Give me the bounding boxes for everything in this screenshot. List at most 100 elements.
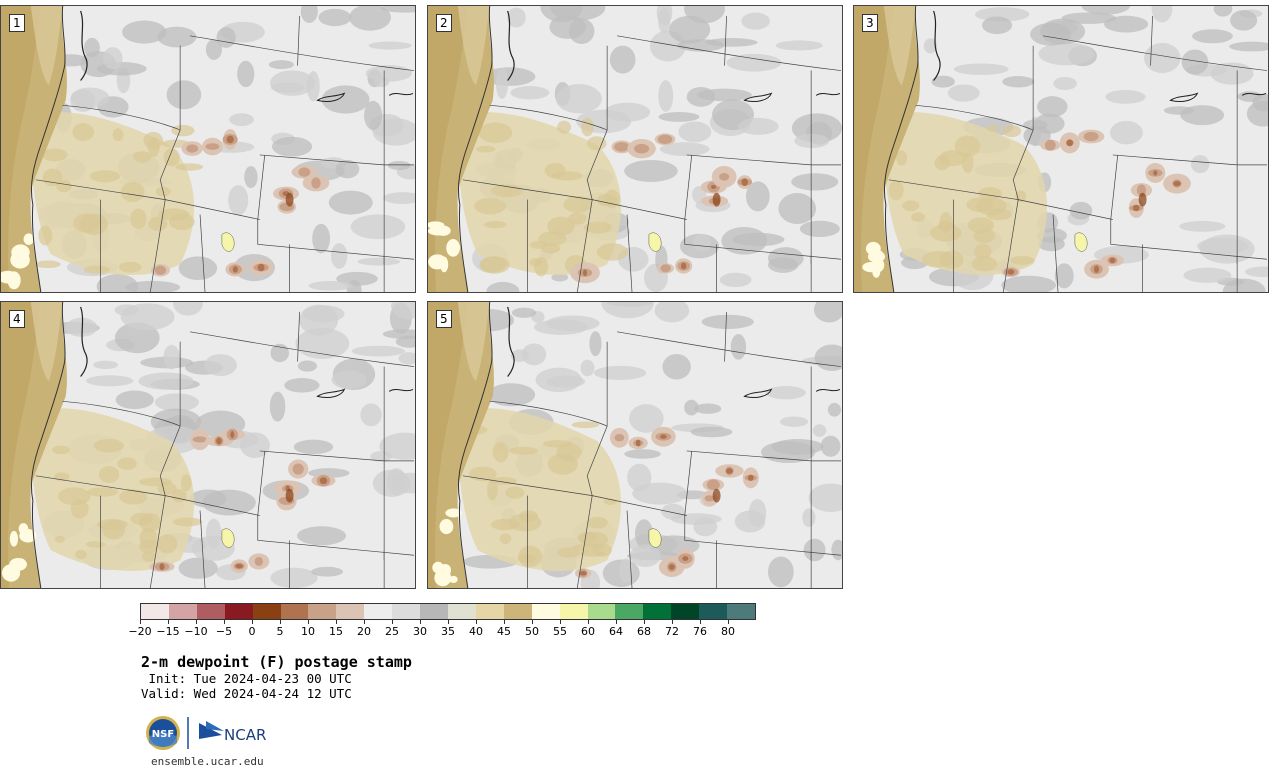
colorbar-tick-label: 80: [721, 625, 735, 638]
svg-text:NSF: NSF: [152, 729, 174, 740]
state-border: [1002, 199, 1019, 292]
colorbar-swatch: [168, 604, 197, 619]
colorbar-swatch: [615, 604, 644, 619]
colorbar-swatch: [559, 604, 588, 619]
state-border: [62, 104, 181, 131]
colorbar-tick: [224, 620, 225, 624]
state-border: [489, 104, 608, 131]
colorbar-swatch: [280, 604, 309, 619]
state-border: [259, 154, 385, 166]
colorbar-tick: [308, 620, 309, 624]
state-border: [1043, 35, 1268, 71]
panel-number-label: 2: [436, 14, 452, 32]
coastline: [30, 6, 66, 292]
colorbar-tick: [196, 620, 197, 624]
colorbar-ticks: −20 −15 −10 −5 0 5 10 15 20 25 30 35 40 45 50 55 60 64 68 7…: [128, 620, 756, 640]
state-border: [586, 341, 608, 496]
state-border: [1012, 45, 1034, 200]
colorbar-swatch: [587, 604, 616, 619]
map-panel-3: 3: [853, 5, 1269, 293]
colorbar-tick: [336, 620, 337, 624]
colorbar-tick-label: −20: [128, 625, 152, 638]
colorbar-tick-label: 25: [385, 625, 399, 638]
salt-lake: [1074, 232, 1088, 252]
map-panel-4: 4: [0, 301, 416, 589]
state-border: [199, 214, 206, 292]
colorbar-tick: [168, 620, 169, 624]
state-border: [1150, 15, 1153, 66]
dewpoint-map-5: [428, 302, 842, 588]
colorbar-swatch: [420, 604, 448, 619]
state-border: [199, 510, 206, 588]
state-border: [617, 331, 842, 367]
colorbar-tick-label: 35: [441, 625, 455, 638]
colorbar-tick: [672, 620, 673, 624]
state-border: [626, 214, 633, 292]
state-border: [724, 311, 727, 362]
map-panel-2: 2: [427, 5, 843, 293]
colorbar-tick-label: 40: [469, 625, 483, 638]
state-border: [1112, 154, 1238, 166]
ncar-logo-icon: NCAR: [199, 721, 266, 744]
state-border: [489, 400, 608, 427]
map-panel-5: 5: [427, 301, 843, 589]
state-border: [686, 154, 812, 166]
colorbar-swatch: [364, 604, 393, 619]
colorbar-swatch: [392, 604, 421, 619]
colorbar-tick-label: 20: [357, 625, 371, 638]
colorbar-tick-label: 30: [413, 625, 427, 638]
valid-time: Valid: Wed 2024-04-24 12 UTC: [141, 686, 352, 701]
state-border: [684, 154, 693, 220]
colorbar-tick-label: 15: [329, 625, 343, 638]
dewpoint-map-4: [1, 302, 415, 588]
state-border: [257, 219, 415, 260]
colorbar-swatch: [503, 604, 532, 619]
state-border: [149, 199, 166, 292]
colorbar-tick: [532, 620, 533, 624]
colorbar-tick-label: 72: [665, 625, 679, 638]
colorbar-swatch: [643, 604, 672, 619]
colorbar-swatch: [252, 604, 281, 619]
state-border: [257, 154, 266, 220]
dewpoint-map-3: [854, 6, 1268, 292]
colorbar-tick: [252, 620, 253, 624]
state-border: [159, 45, 181, 200]
colorbar-tick: [728, 620, 729, 624]
state-border: [576, 495, 593, 588]
state-border: [259, 450, 385, 462]
colorbar-tick-label: −5: [215, 625, 233, 638]
colorbar-tick: [392, 620, 393, 624]
coastline: [457, 6, 493, 292]
panel-number-label: 5: [436, 310, 452, 328]
colorbar-swatch: [447, 604, 476, 619]
state-border: [257, 515, 415, 556]
site-url: ensemble.ucar.edu: [151, 755, 264, 768]
colorbar-swatch: [196, 604, 225, 619]
colorbar-tick-label: 10: [301, 625, 315, 638]
colorbar-tick: [364, 620, 365, 624]
nsf-logo-icon: NSF: [146, 716, 180, 750]
state-border: [617, 35, 842, 71]
panel-number-label: 1: [9, 14, 25, 32]
state-border: [1052, 214, 1059, 292]
coastline: [30, 302, 66, 588]
colorbar-tick: [420, 620, 421, 624]
colorbar-tick-label: −10: [184, 625, 208, 638]
colorbar-tick-label: 64: [609, 625, 623, 638]
state-border: [1110, 154, 1119, 220]
colorbar-swatch: [336, 604, 365, 619]
state-border: [915, 104, 1034, 131]
state-border: [684, 515, 842, 556]
colorbar-tick-label: 68: [637, 625, 651, 638]
state-border: [576, 199, 593, 292]
state-border: [159, 341, 181, 496]
colorbar-tick-label: 0: [248, 625, 256, 638]
state-border: [257, 450, 266, 516]
colorbar-tick-label: 5: [276, 625, 284, 638]
state-border: [684, 450, 693, 516]
salt-lake: [221, 528, 235, 548]
colorbar-tick-label: −15: [156, 625, 180, 638]
svg-text:NCAR: NCAR: [224, 726, 266, 744]
state-border: [1110, 219, 1268, 260]
colorbar-tick-label: 45: [497, 625, 511, 638]
